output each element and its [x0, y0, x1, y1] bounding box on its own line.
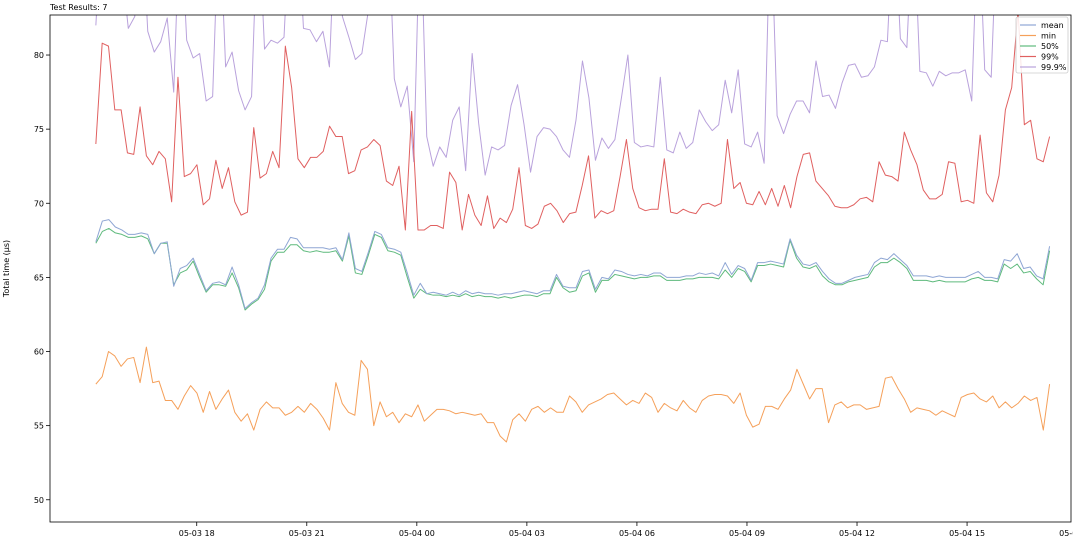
x-tick-label: 05-03 18	[179, 529, 215, 538]
x-tick-label: 05-04 06	[619, 529, 655, 538]
x-tick-label: 05-04 03	[509, 529, 545, 538]
y-axis-title: Total time (µs)	[2, 240, 11, 298]
y-tick-label: 50	[34, 496, 44, 505]
y-tick-label: 55	[34, 422, 44, 431]
series-line-p999	[95, 15, 995, 176]
series-line-p99	[95, 15, 1051, 231]
y-tick-label: 80	[34, 51, 44, 60]
series-line-mean	[95, 219, 1051, 310]
y-tick-label: 60	[34, 348, 44, 357]
chart-header-title: Test Results: 7	[50, 3, 108, 12]
x-tick-label: 05-03 21	[289, 529, 325, 538]
legend-label-min: min	[1041, 32, 1056, 41]
y-tick-label: 65	[34, 273, 44, 282]
legend-label-p50: 50%	[1041, 42, 1059, 51]
legend-label-p99: 99%	[1041, 53, 1059, 62]
plot-frame	[49, 14, 1072, 523]
x-tick-label: 05-04 12	[839, 529, 875, 538]
y-tick-label: 75	[34, 125, 44, 134]
x-tick-label: 05-04 00	[399, 529, 435, 538]
legend-label-p999: 99.9%	[1041, 63, 1067, 72]
x-tick-label: 05-04 15	[949, 529, 985, 538]
series-line-min	[95, 346, 1051, 443]
y-tick-label: 70	[34, 199, 44, 208]
series-layer	[95, 15, 1051, 443]
legend-box	[1015, 16, 1069, 74]
series-line-p50	[95, 227, 1051, 311]
x-tick-label: 05-04 09	[729, 529, 765, 538]
y-axis: 50 55 60 65 70 75 80	[34, 51, 50, 505]
x-tick-label: 05-04 18	[1059, 529, 1073, 538]
legend-label-mean: mean	[1041, 21, 1064, 30]
x-axis: 05-03 18 05-03 21 05-04 00 05-04 03 05-04 06…	[179, 522, 1073, 538]
